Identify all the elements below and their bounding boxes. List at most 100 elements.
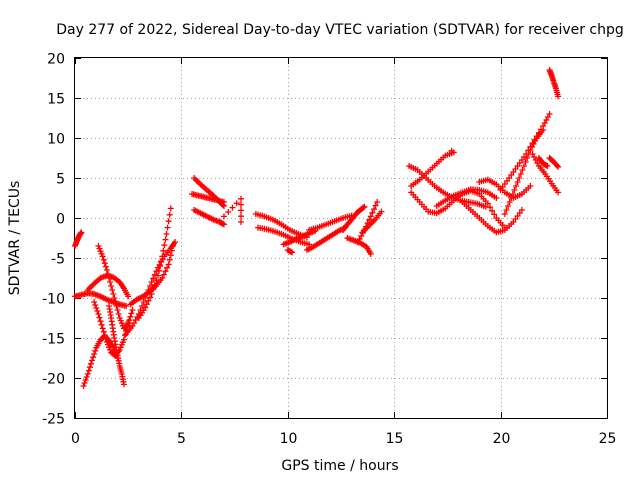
series-arc-11: [191, 175, 227, 209]
data-point: [81, 380, 88, 386]
data-point: [101, 332, 108, 339]
y-tick-label: -5: [51, 252, 65, 268]
series-arc-29: [448, 147, 455, 154]
data-point: [521, 163, 528, 169]
y-tick-label: 15: [47, 92, 65, 108]
x-tick-label: 5: [177, 431, 186, 447]
data-point: [159, 275, 166, 281]
data-point: [163, 231, 170, 237]
data-point: [546, 111, 553, 117]
data-point: [237, 213, 244, 220]
data-point: [220, 221, 227, 228]
data-point: [97, 318, 104, 325]
data-point: [101, 260, 108, 267]
data-point: [448, 147, 455, 154]
data-point: [127, 313, 134, 320]
y-tick-label: 10: [47, 132, 65, 148]
data-point: [544, 163, 551, 169]
data-point: [150, 275, 157, 282]
series-arc-30: [459, 199, 525, 236]
data-point: [366, 216, 373, 223]
data-point: [147, 283, 154, 289]
data-point: [143, 301, 150, 308]
data-point: [151, 281, 158, 288]
data-point: [115, 311, 122, 317]
data-point: [164, 224, 171, 231]
y-tick-labels: -25 -20 -15 -10 -5 0 5 10 15 20: [42, 52, 65, 428]
data-point: [369, 209, 376, 216]
data-points: [72, 67, 562, 389]
series-arc-20: [306, 212, 355, 233]
data-point: [94, 308, 101, 314]
data-point: [102, 335, 109, 342]
series-arc-28: [433, 186, 500, 209]
series-arc-33: [501, 127, 547, 217]
data-point: [120, 336, 127, 343]
series-arc-34: [529, 151, 562, 196]
y-tick-label: 0: [56, 212, 65, 228]
data-point: [509, 191, 516, 197]
data-point: [111, 295, 118, 301]
data-point: [527, 183, 534, 189]
series-arc-35: [535, 155, 551, 169]
data-point: [161, 242, 168, 249]
data-point: [367, 251, 374, 257]
series-arc-14: [220, 195, 244, 225]
data-point: [98, 321, 105, 328]
series-arc-31: [476, 176, 534, 201]
y-tick-label: 5: [56, 172, 65, 188]
data-point: [85, 367, 92, 374]
data-point: [508, 195, 515, 201]
data-point: [148, 279, 155, 285]
data-point: [220, 213, 227, 220]
y-axis-label: SDTVAR / TECUs: [7, 181, 23, 296]
data-point: [519, 167, 526, 173]
series-arc-37: [546, 67, 562, 100]
series-arc-04: [91, 299, 132, 359]
data-point: [237, 195, 244, 202]
data-point: [167, 205, 174, 212]
y-tick-label: -25: [42, 412, 65, 428]
data-point: [120, 381, 127, 388]
data-point: [78, 229, 85, 236]
data-point: [516, 175, 523, 181]
data-point: [233, 200, 240, 207]
data-point: [361, 203, 368, 210]
data-point: [147, 294, 154, 301]
data-point: [225, 209, 232, 215]
data-point: [109, 287, 116, 293]
data-point: [517, 171, 524, 177]
series-arc-09: [127, 243, 176, 308]
x-tick-labels: 0 5 10 15 20 25: [71, 431, 616, 447]
data-point: [289, 249, 296, 256]
data-point: [96, 314, 103, 321]
x-tick-label: 10: [280, 431, 298, 447]
data-point: [489, 207, 496, 214]
data-point: [100, 256, 107, 263]
data-point: [114, 307, 121, 313]
data-point: [220, 199, 227, 205]
grid-lines: [75, 58, 607, 418]
data-point: [112, 299, 119, 305]
data-point: [491, 211, 498, 218]
data-point: [160, 271, 167, 278]
data-point: [553, 162, 560, 169]
series-arc-01: [72, 229, 85, 249]
data-point: [158, 258, 165, 265]
data-point: [102, 263, 109, 270]
data-point: [166, 256, 173, 263]
data-point: [157, 263, 164, 269]
data-point: [108, 283, 115, 289]
series-arc-32: [497, 111, 553, 193]
x-axis-label: GPS time / hours: [281, 458, 398, 474]
y-tick-label: -15: [42, 332, 65, 348]
data-point: [123, 303, 130, 309]
series-arc-10: [135, 205, 174, 321]
series-arc-17: [280, 227, 319, 248]
data-point: [165, 218, 172, 225]
data-point: [95, 311, 102, 317]
data-point: [555, 189, 562, 196]
data-point: [93, 305, 100, 311]
y-tick-label: 20: [47, 52, 65, 68]
